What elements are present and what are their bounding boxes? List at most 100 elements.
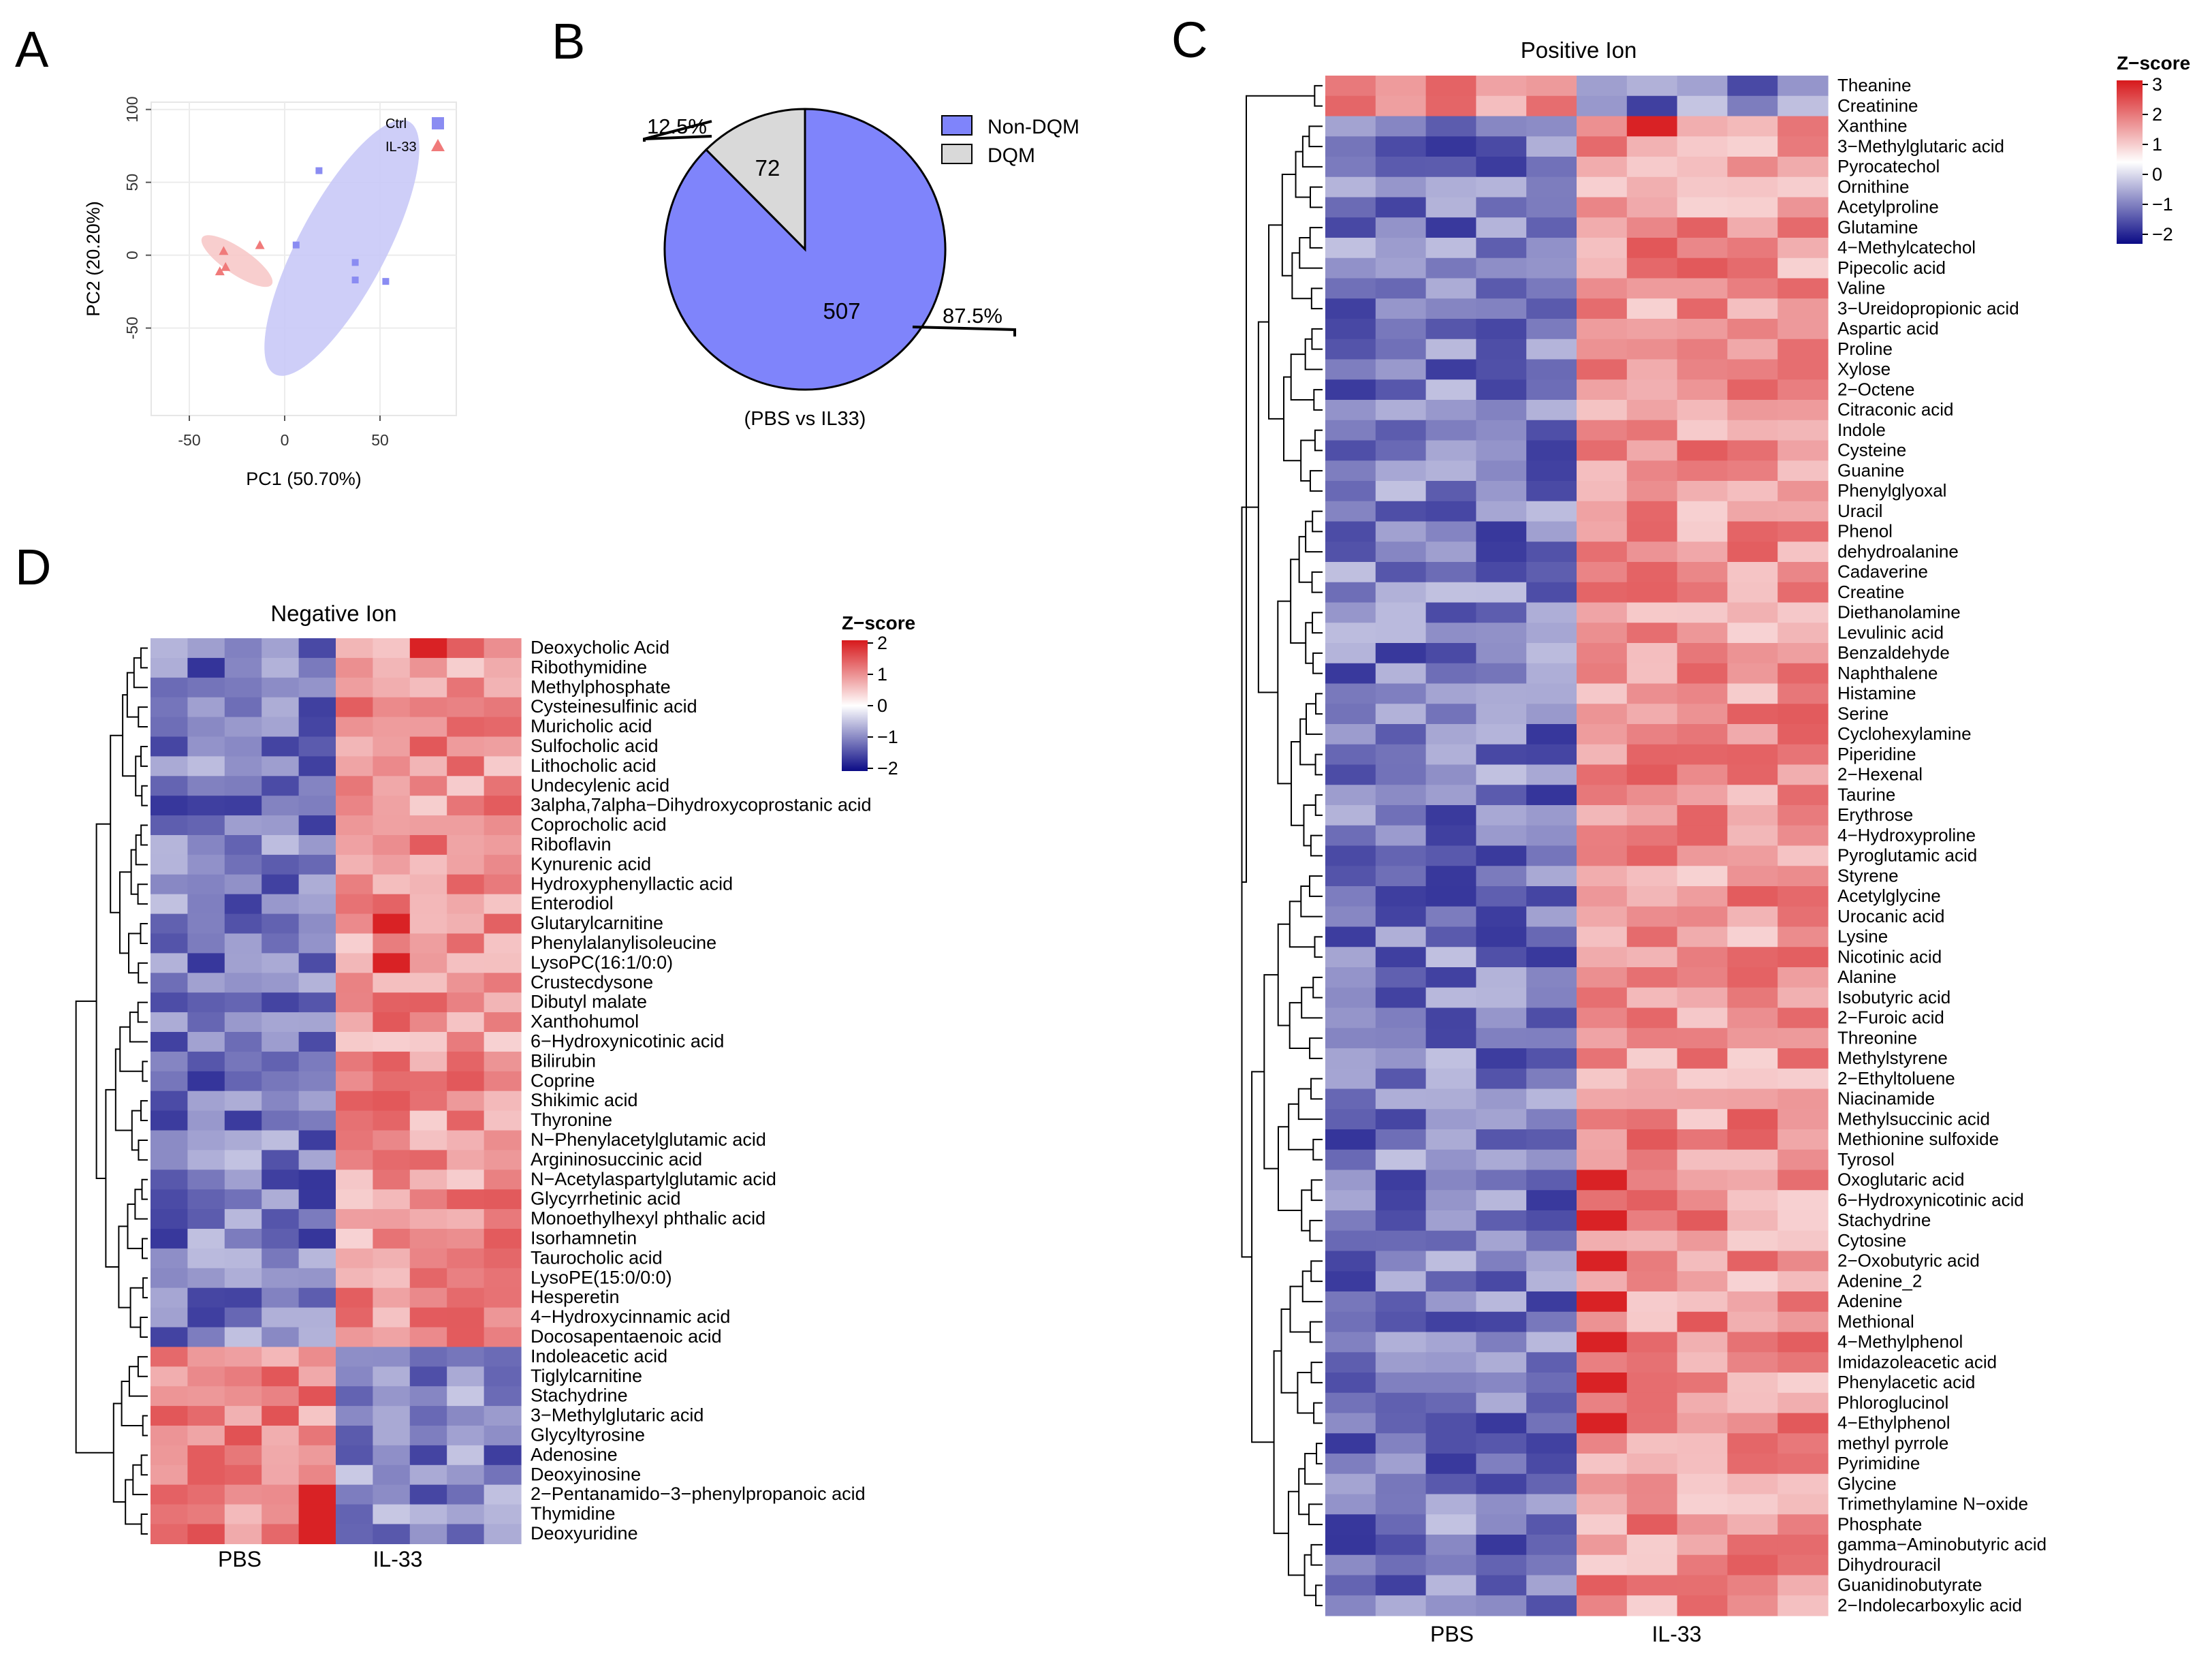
heatmap-cell xyxy=(1375,1554,1427,1576)
heatmap-cell xyxy=(224,756,262,777)
heatmap-cell xyxy=(1325,1028,1376,1049)
heatmap-row-label: 4−Methylphenol xyxy=(1837,1332,1963,1352)
heatmap-cell xyxy=(151,1032,188,1052)
heatmap-cell xyxy=(187,1347,225,1367)
heatmap-cell xyxy=(1375,176,1427,198)
heatmap-cell xyxy=(447,697,485,718)
heatmap-cell xyxy=(1677,1575,1728,1596)
heatmap-cell xyxy=(409,1347,447,1367)
heatmap-cell xyxy=(1626,1129,1678,1150)
heatmap-cell xyxy=(336,1445,373,1466)
heatmap-cell xyxy=(262,1366,300,1387)
heatmap-cell xyxy=(151,874,188,895)
heatmap-cell xyxy=(224,1229,262,1249)
heatmap-cell xyxy=(1325,136,1376,157)
heatmap-cell xyxy=(298,1091,336,1112)
heatmap-cell xyxy=(187,1445,225,1466)
heatmap-cell xyxy=(1526,1230,1577,1252)
heatmap-cell xyxy=(373,638,411,659)
heatmap-cell xyxy=(1375,157,1427,178)
pca-legend-ctrl-label: Ctrl xyxy=(385,116,407,131)
heatmap-cell xyxy=(1375,542,1427,563)
heatmap-cell xyxy=(1526,643,1577,664)
dendrogram-branch xyxy=(1304,1554,1316,1597)
dendrogram-branch xyxy=(1298,535,1312,583)
heatmap-row-label: Isobutyric acid xyxy=(1837,987,1950,1007)
heatmap-row-label: Benzaldehyde xyxy=(1837,642,1950,663)
heatmap-cell xyxy=(1476,1291,1527,1313)
heatmap-cell xyxy=(1727,440,1778,461)
heatmap-cell xyxy=(336,1307,373,1328)
dendrogram-branch xyxy=(137,1001,148,1023)
heatmap-cell xyxy=(1375,1048,1427,1069)
heatmap-cell xyxy=(1727,460,1778,482)
heatmap-row-label: 4−Hydroxyproline xyxy=(1837,825,1976,845)
heatmap-cell xyxy=(1778,1473,1829,1495)
heatmap-cell xyxy=(1375,339,1427,360)
heatmap-cell xyxy=(1325,744,1376,766)
dendrogram-branch xyxy=(1289,1285,1310,1333)
heatmap-cell xyxy=(1476,1454,1527,1475)
heatmap-cell xyxy=(1727,1129,1778,1150)
heatmap-cell xyxy=(298,913,336,935)
heatmap-cell xyxy=(298,1386,336,1407)
dendrogram-root xyxy=(75,1000,114,1454)
dendrogram-branch xyxy=(1316,1443,1323,1464)
heatmap-cell xyxy=(1778,481,1829,502)
heatmap-cell xyxy=(336,717,373,738)
heatmap-cell xyxy=(224,1150,262,1170)
heatmap-cell xyxy=(262,1229,300,1249)
dendrogram-branch xyxy=(142,1277,148,1299)
heatmap-cell xyxy=(1425,1332,1476,1353)
heatmap-cell xyxy=(1727,501,1778,522)
heatmap-row-label: Docosapentaenoic acid xyxy=(531,1326,722,1347)
heatmap-cell xyxy=(1526,1473,1577,1495)
heatmap-cell xyxy=(447,1268,485,1289)
heatmap-cell xyxy=(1677,1332,1728,1353)
heatmap-cell xyxy=(1727,1352,1778,1373)
heatmap-cell xyxy=(484,1130,522,1150)
heatmap-row-label: Valine xyxy=(1837,278,1885,298)
heatmap-cell xyxy=(1677,1554,1728,1576)
heatmap-cell xyxy=(187,913,225,935)
dendrogram-branch xyxy=(1310,1362,1323,1383)
heatmap-row-label: Riboflavin xyxy=(531,834,612,855)
heatmap-cell xyxy=(298,874,336,895)
heatmap-cell xyxy=(262,1287,300,1308)
heatmap-row-label: Adenosine xyxy=(531,1444,618,1464)
heatmap-cell xyxy=(1476,643,1527,664)
heatmap-cell xyxy=(298,815,336,836)
heatmap-cell xyxy=(1375,1514,1427,1535)
heatmap-cell xyxy=(1375,379,1427,401)
heatmap-cell xyxy=(1778,886,1829,907)
heatmap-cell xyxy=(1626,1454,1678,1475)
heatmap-cell xyxy=(447,1426,485,1446)
heatmap-cell xyxy=(151,1464,188,1486)
heatmap-cell xyxy=(409,894,447,915)
pca-legend: Ctrl IL-33 xyxy=(385,116,445,155)
heatmap-cell xyxy=(224,736,262,757)
heatmap-cell xyxy=(447,736,485,757)
heatmap-cell xyxy=(409,736,447,757)
heatmap-cell xyxy=(1577,257,1628,279)
heatmap-cell xyxy=(1375,967,1427,988)
dendrogram-branch xyxy=(1277,600,1292,785)
heatmap-cell xyxy=(1325,886,1376,907)
heatmap-cell xyxy=(224,1327,262,1347)
heatmap-cell xyxy=(1425,298,1476,319)
heatmap-cell xyxy=(1375,886,1427,907)
pie-legend-dqm-label: DQM xyxy=(988,144,1035,167)
heatmap-cell xyxy=(1476,602,1527,623)
heatmap-cell xyxy=(298,1327,336,1347)
heatmap-row-label: Xylose xyxy=(1837,359,1891,379)
heatmap-row-label: 2−Oxobutyric acid xyxy=(1837,1251,1980,1271)
heatmap-cell xyxy=(409,756,447,777)
heatmap-cell xyxy=(1425,845,1476,866)
heatmap-cell xyxy=(447,796,485,816)
heatmap-row-label: Creatine xyxy=(1837,582,1904,602)
heatmap-cell xyxy=(409,1524,447,1544)
heatmap-cell xyxy=(1577,967,1628,988)
heatmap-cell xyxy=(1476,1149,1527,1171)
heatmap-cell xyxy=(1778,926,1829,947)
heatmap-cell xyxy=(336,1189,373,1210)
